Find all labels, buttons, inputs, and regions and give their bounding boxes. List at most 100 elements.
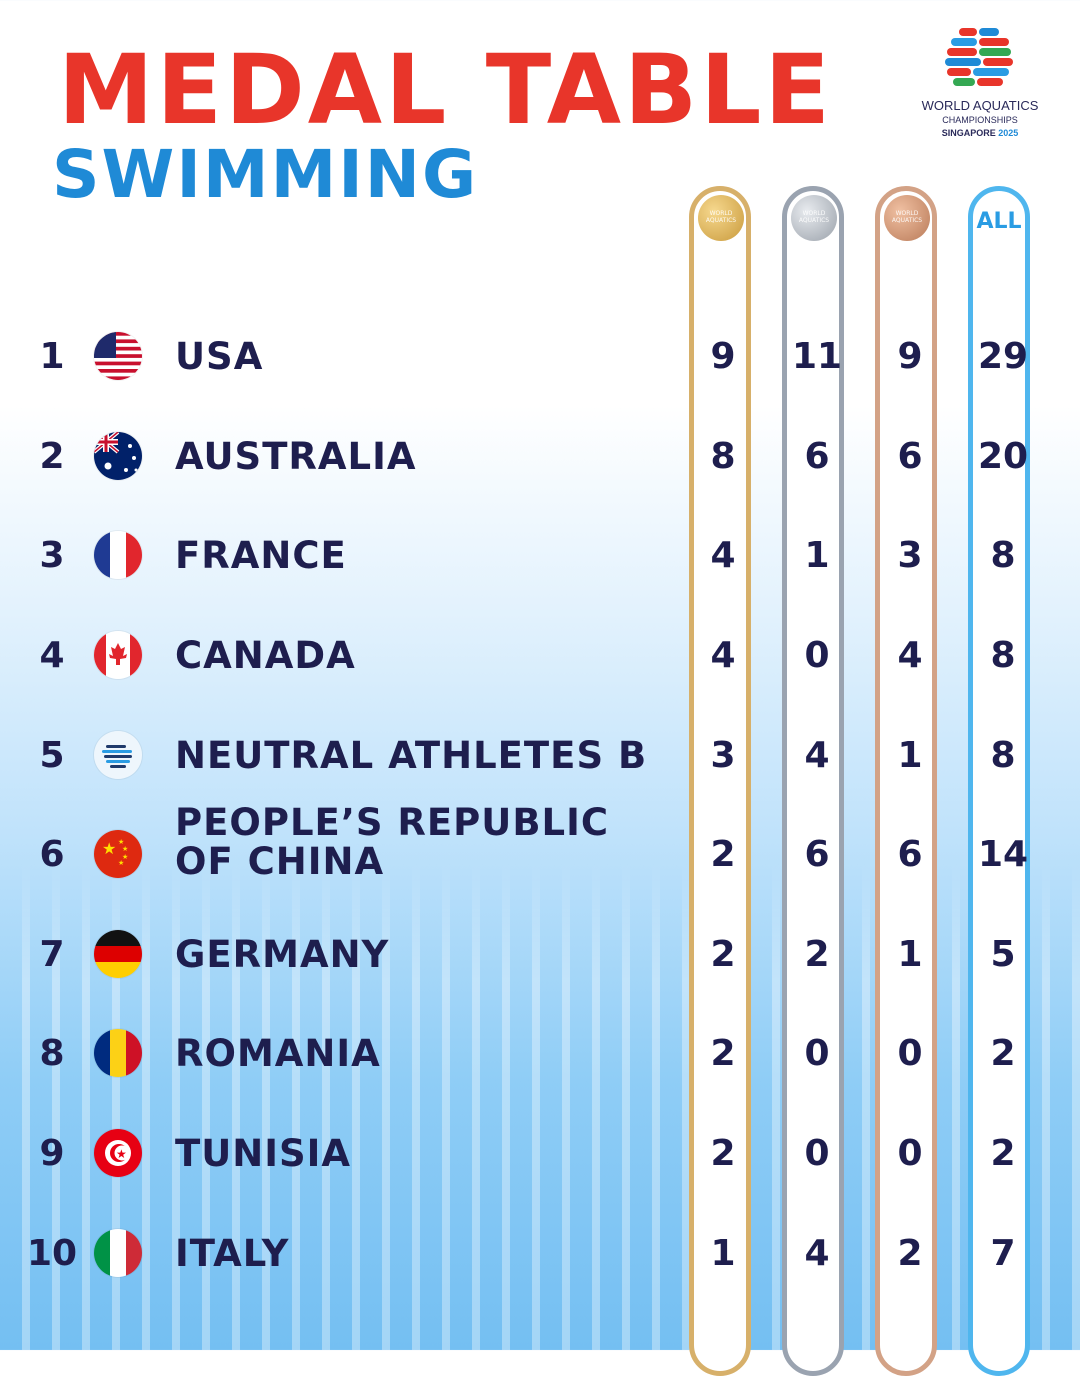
table-row: 9 ★ TUNISIA 2 0 0 2 (0, 1125, 1080, 1185)
country-name: TUNISIA (175, 1132, 352, 1175)
bronze-count: 1 (897, 934, 923, 975)
gold-count: 9 (710, 336, 736, 377)
usa-flag-icon (94, 332, 142, 380)
silver-count: 0 (804, 635, 830, 676)
country-name: NEUTRAL ATHLETES B (175, 734, 648, 777)
svg-text:★: ★ (102, 839, 116, 858)
bronze-count: 9 (897, 336, 923, 377)
svg-text:★: ★ (116, 1147, 127, 1161)
bronze-count: 2 (897, 1233, 923, 1274)
silver-medal-text: WORLD AQUATICS (798, 210, 830, 224)
gold-count: 2 (710, 1133, 736, 1174)
total-count: 8 (990, 735, 1016, 776)
svg-text:★: ★ (122, 845, 128, 853)
tunisia-flag-icon: ★ (94, 1129, 142, 1177)
bronze-medal-text: WORLD AQUATICS (891, 210, 923, 224)
canada-flag-icon (94, 631, 142, 679)
rank: 4 (39, 635, 65, 676)
table-row: 1 USA 9 11 9 29 (0, 328, 1080, 388)
table-row: 5 NEUTRAL ATHLETES B 3 4 1 8 (0, 727, 1080, 787)
neutral-athletes-flag-icon (94, 731, 142, 779)
total-count: 5 (990, 934, 1016, 975)
gold-count: 3 (710, 735, 736, 776)
rank: 10 (26, 1233, 78, 1274)
silver-count: 0 (804, 1133, 830, 1174)
logo-line1: WORLD AQUATICS (921, 98, 1039, 113)
page-subtitle: SWIMMING (52, 136, 479, 213)
svg-text:★: ★ (118, 859, 124, 867)
silver-count: 6 (804, 436, 830, 477)
logo-year: 2025 (998, 128, 1019, 138)
gold-count: 4 (710, 635, 736, 676)
bronze-medal-icon: WORLD AQUATICS (884, 195, 930, 241)
total-column: ALL (968, 186, 1030, 1376)
country-name-line1: PEOPLE’S REPUBLIC (175, 801, 610, 844)
logo-city: SINGAPORE (941, 128, 996, 138)
silver-medal-icon: WORLD AQUATICS (791, 195, 837, 241)
bronze-count: 0 (897, 1033, 923, 1074)
country-name: USA (175, 335, 264, 378)
rank: 8 (39, 1033, 65, 1074)
china-flag-icon: ★ ★ ★ ★ ★ (94, 830, 142, 878)
rank: 6 (39, 834, 65, 875)
italy-flag-icon (94, 1229, 142, 1277)
gold-count: 2 (710, 1033, 736, 1074)
rank: 1 (39, 336, 65, 377)
total-count: 8 (990, 535, 1016, 576)
page-title: MEDAL TABLE (58, 34, 833, 146)
table-row: 8 ROMANIA 2 0 0 2 (0, 1025, 1080, 1085)
total-count: 2 (990, 1133, 1016, 1174)
silver-count: 6 (804, 834, 830, 875)
table-row: 10 ITALY 1 4 2 7 (0, 1225, 1080, 1285)
silver-count: 1 (804, 535, 830, 576)
svg-text:★: ★ (118, 838, 124, 846)
gold-count: 8 (710, 436, 736, 477)
country-name: AUSTRALIA (175, 435, 417, 478)
total-count: 2 (990, 1033, 1016, 1074)
rank: 5 (39, 735, 65, 776)
silver-count: 4 (804, 1233, 830, 1274)
table-row: 3 FRANCE 4 1 3 8 (0, 527, 1080, 587)
australia-flag-icon (94, 432, 142, 480)
bronze-count: 4 (897, 635, 923, 676)
country-name: CANADA (175, 634, 356, 677)
total-count: 8 (990, 635, 1016, 676)
total-count: 7 (990, 1233, 1016, 1274)
total-count: 29 (977, 336, 1029, 377)
gold-medal-text: WORLD AQUATICS (705, 210, 737, 224)
country-name: ROMANIA (175, 1032, 381, 1075)
country-name: ITALY (175, 1232, 290, 1275)
country-name: FRANCE (175, 534, 347, 577)
gold-count: 1 (710, 1233, 736, 1274)
gold-count: 2 (710, 834, 736, 875)
silver-count: 0 (804, 1033, 830, 1074)
total-count: 20 (977, 436, 1029, 477)
svg-text:★: ★ (122, 853, 128, 861)
bronze-count: 6 (897, 436, 923, 477)
silver-count: 4 (804, 735, 830, 776)
rank: 9 (39, 1133, 65, 1174)
table-row: 2 AUSTRALIA 8 6 6 20 (0, 428, 1080, 488)
world-aquatics-logo: WORLD AQUATICS CHAMPIONSHIPS SINGAPORE 2… (900, 28, 1060, 138)
silver-column: WORLD AQUATICS (782, 186, 844, 1376)
rank: 3 (39, 535, 65, 576)
silver-count: 11 (791, 336, 843, 377)
rank: 7 (39, 934, 65, 975)
silver-count: 2 (804, 934, 830, 975)
gold-column: WORLD AQUATICS (689, 186, 751, 1376)
country-name-line2: OF CHINA (175, 839, 385, 883)
bronze-count: 0 (897, 1133, 923, 1174)
france-flag-icon (94, 531, 142, 579)
gold-count: 2 (710, 934, 736, 975)
bronze-count: 1 (897, 735, 923, 776)
germany-flag-icon (94, 930, 142, 978)
table-row: 7 GERMANY 2 2 1 5 (0, 926, 1080, 986)
country-name: GERMANY (175, 933, 390, 976)
gold-count: 4 (710, 535, 736, 576)
rank: 2 (39, 436, 65, 477)
country-name: PEOPLE’S REPUBLIC OF CHINA (175, 801, 610, 883)
bronze-count: 3 (897, 535, 923, 576)
logo-line3: SINGAPORE 2025 (900, 128, 1060, 138)
table-row: 4 CANADA 4 0 4 8 (0, 627, 1080, 687)
table-row: 6 ★ ★ ★ ★ ★ PEOPLE’S REPUBLIC OF CHINA 2… (0, 803, 1080, 886)
